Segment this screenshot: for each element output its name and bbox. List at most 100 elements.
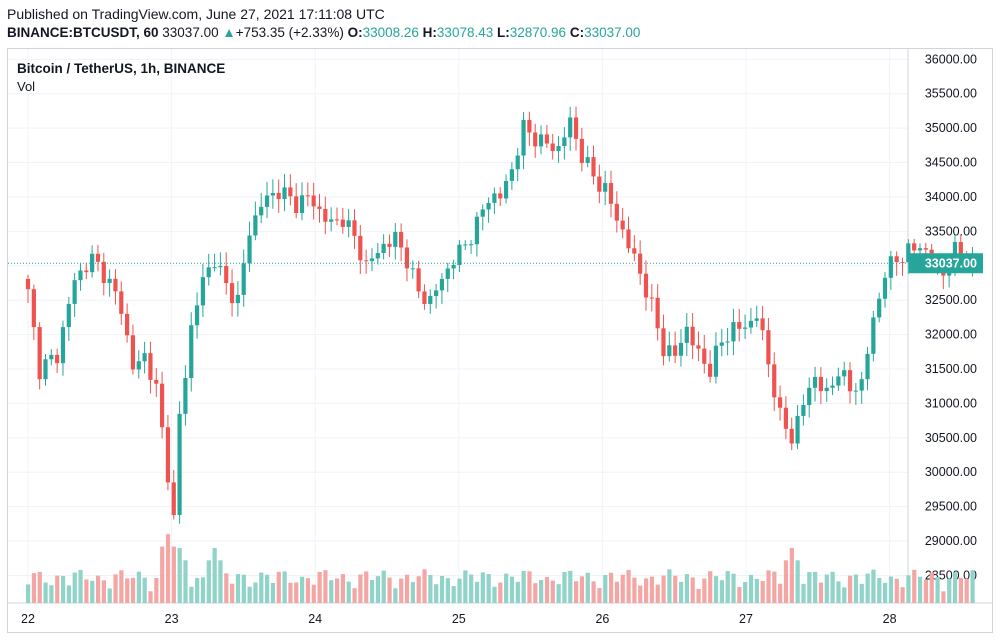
- candle-body: [136, 361, 141, 370]
- candle-body: [748, 320, 754, 328]
- volume-bar: [404, 574, 410, 603]
- volume-bar: [626, 569, 631, 603]
- candle-body: [865, 353, 870, 380]
- candle-body: [719, 342, 724, 346]
- volume-bar: [60, 575, 66, 603]
- last-price-badge: [909, 253, 983, 274]
- volume-bar: [300, 576, 305, 603]
- volume-bar: [265, 574, 270, 603]
- candle-body: [690, 326, 695, 346]
- candle-body: [445, 268, 450, 279]
- volume-bar: [801, 583, 806, 603]
- volume-bar: [638, 585, 643, 603]
- candle-body: [270, 192, 275, 196]
- candle-body: [766, 330, 771, 365]
- candle-body: [579, 138, 584, 163]
- volume-bar: [270, 583, 276, 603]
- candle-body: [37, 327, 42, 380]
- candle-body: [807, 387, 812, 406]
- volume-bar: [818, 582, 824, 603]
- candle-body: [772, 364, 777, 398]
- low-value: 32870.96: [509, 25, 567, 40]
- candle-body: [556, 146, 561, 152]
- volume-bar: [696, 588, 701, 603]
- last-price-label: 33037.00: [925, 257, 977, 271]
- volume-bar: [428, 574, 433, 603]
- volume-bar: [958, 577, 963, 603]
- volume-bar: [498, 582, 503, 603]
- candle-body: [783, 407, 788, 429]
- volume-bar: [259, 572, 264, 603]
- candle-body: [154, 379, 159, 384]
- volume-bar: [795, 560, 800, 603]
- volume-bar: [568, 570, 573, 603]
- volume-bar: [620, 574, 625, 603]
- volume-bar: [340, 574, 346, 603]
- volume-bar: [195, 578, 200, 603]
- volume-bar: [305, 578, 311, 603]
- volume-bar: [235, 574, 241, 603]
- volume-bar: [334, 578, 340, 603]
- candle-body: [847, 370, 853, 392]
- candle-body: [72, 280, 77, 304]
- candle-body: [200, 277, 205, 306]
- volume-bar: [78, 569, 83, 603]
- volume-bar: [743, 582, 748, 603]
- volume-bar: [241, 574, 246, 603]
- candle-body: [463, 244, 468, 246]
- candle-body: [165, 427, 171, 483]
- volume-bar: [643, 578, 649, 603]
- volume-bar: [422, 569, 427, 603]
- candle-body: [294, 196, 299, 213]
- candle-body: [684, 326, 689, 343]
- candle-body: [842, 370, 847, 377]
- volume-bar: [923, 579, 929, 603]
- volume-bar: [230, 583, 235, 603]
- volume-bar: [66, 585, 72, 603]
- candle-body: [229, 283, 235, 304]
- open-value: 33008.26: [362, 25, 419, 40]
- volume-bar: [941, 591, 946, 603]
- y-tick-label: 30500.00: [925, 431, 977, 445]
- volume-bar: [894, 578, 899, 603]
- volume-bar: [824, 574, 829, 603]
- candle-body: [422, 291, 427, 304]
- y-tick-label: 32500.00: [925, 293, 977, 307]
- volume-bar: [329, 580, 334, 603]
- volume-bar: [101, 580, 106, 603]
- volume-bar: [165, 534, 171, 603]
- volume-bar: [748, 574, 754, 603]
- candle-body: [818, 376, 823, 392]
- volume-bar: [947, 578, 952, 603]
- volume-bar: [725, 571, 730, 603]
- candle-body: [468, 244, 474, 246]
- candle-body: [737, 322, 742, 329]
- volume-bar: [661, 575, 666, 603]
- volume-bar: [387, 577, 392, 603]
- chart-frame[interactable]: [7, 48, 993, 633]
- candle-body: [871, 317, 876, 354]
- volume-bar: [760, 580, 765, 603]
- volume-bar: [469, 574, 474, 603]
- volume-bar: [649, 576, 655, 603]
- candle-body: [101, 261, 106, 283]
- candle-body: [597, 176, 602, 192]
- candle-body: [387, 243, 392, 247]
- volume-bar: [136, 571, 141, 603]
- candle-body: [544, 134, 549, 144]
- volume-bar: [393, 588, 398, 603]
- high-value: 33078.43: [436, 25, 494, 40]
- candle-body: [923, 248, 928, 250]
- candle-body: [171, 482, 176, 516]
- y-tick-label: 29500.00: [925, 500, 977, 514]
- volume-bar: [130, 577, 136, 603]
- volume-bar: [399, 578, 404, 603]
- candle-body: [247, 235, 252, 264]
- candle-body: [282, 187, 287, 200]
- volume-bar: [148, 591, 153, 603]
- x-tick-label: 26: [595, 612, 609, 626]
- volume-bar: [276, 571, 281, 603]
- volume-bar: [579, 576, 585, 603]
- y-tick-label: 33500.00: [925, 224, 977, 238]
